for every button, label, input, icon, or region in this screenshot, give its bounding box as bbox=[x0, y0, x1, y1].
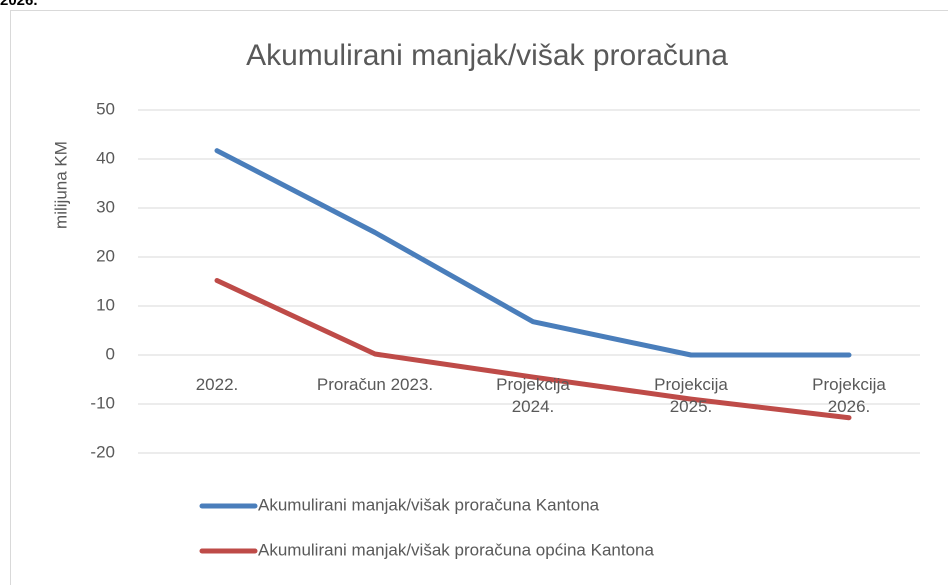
y-tick-label: 20 bbox=[96, 246, 115, 265]
x-tick-label: 2022. bbox=[195, 375, 239, 394]
legend-label: Akumulirani manjak/višak proračuna Kanto… bbox=[258, 495, 600, 514]
series-line bbox=[214, 278, 852, 421]
chart-title: Akumulirani manjak/višak proračuna bbox=[246, 39, 728, 72]
y-tick-label: 50 bbox=[96, 99, 115, 118]
x-tick-label: Projekcija 2025. bbox=[654, 375, 728, 416]
y-axis-label: milijuna KM bbox=[51, 141, 70, 229]
y-tick-label: 0 bbox=[106, 344, 115, 363]
chart-frame bbox=[10, 10, 948, 585]
y-tick-label: 10 bbox=[96, 295, 115, 314]
page-fragment: 2026. bbox=[0, 0, 38, 9]
x-tick-label: Proračun 2023. bbox=[316, 375, 434, 394]
y-tick-label: 40 bbox=[96, 148, 115, 167]
y-tick-label: -20 bbox=[90, 442, 115, 461]
x-tick-label: Projekcija 2024. bbox=[496, 375, 570, 416]
series-line bbox=[214, 148, 852, 358]
x-tick-label: Projekcija 2026. bbox=[812, 375, 886, 416]
y-tick-label: -10 bbox=[90, 393, 115, 412]
y-tick-label: 30 bbox=[96, 197, 115, 216]
legend-label: Akumulirani manjak/višak proračuna općin… bbox=[258, 540, 654, 559]
